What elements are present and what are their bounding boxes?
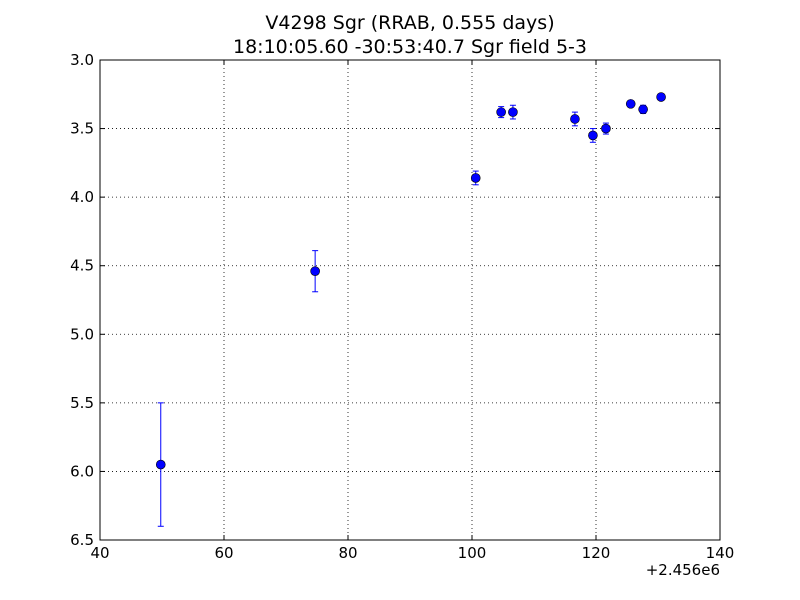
data-marker	[508, 107, 518, 117]
y-tick-label: 5.5	[70, 394, 94, 412]
data-marker	[155, 459, 166, 470]
data-point	[638, 104, 648, 115]
x-tick-label: 100	[458, 544, 487, 562]
data-marker	[638, 104, 648, 115]
x-tick-label: 120	[582, 544, 611, 562]
data-point	[470, 170, 481, 186]
y-tick-label: 3.5	[70, 120, 94, 138]
x-tick-label: 60	[214, 544, 233, 562]
data-marker	[570, 114, 580, 124]
y-tick-label: 4.5	[70, 257, 94, 275]
chart-title: V4298 Sgr (RRAB, 0.555 days)	[265, 12, 554, 34]
data-point	[496, 106, 506, 119]
y-tick-label: 4.0	[70, 188, 94, 206]
data-points	[155, 92, 666, 527]
data-marker	[625, 99, 636, 109]
y-tick-label: 6.0	[70, 462, 94, 480]
data-point	[508, 104, 518, 120]
plot-frame	[99, 59, 721, 541]
x-tick-label: 80	[338, 544, 357, 562]
data-marker	[656, 92, 666, 102]
data-point	[656, 92, 666, 102]
x-tick-label: 140	[706, 544, 735, 562]
data-point	[570, 111, 580, 127]
y-tick-label: 3.0	[70, 51, 94, 69]
data-marker	[588, 130, 598, 141]
x-tick-label: 40	[90, 544, 109, 562]
data-point	[601, 122, 611, 135]
data-point	[310, 250, 320, 293]
data-marker	[601, 123, 611, 134]
chart-subtitle: 18:10:05.60 -30:53:40.7 Sgr field 5-3	[233, 36, 587, 58]
data-point	[155, 402, 166, 527]
data-point	[625, 99, 636, 109]
tick-labels: 40 60 80 100 120 140 3.0 3.5 4.0 4.5 5.0 5.5 6.0 6.5	[70, 51, 734, 562]
grid-lines	[100, 60, 720, 540]
x-offset-label: +2.456e6	[646, 561, 720, 579]
y-tick-label: 5.0	[70, 325, 94, 343]
data-marker	[470, 173, 481, 183]
data-marker	[310, 266, 320, 277]
data-point	[588, 128, 598, 143]
y-tick-label: 6.5	[70, 531, 94, 549]
data-marker	[496, 107, 506, 117]
